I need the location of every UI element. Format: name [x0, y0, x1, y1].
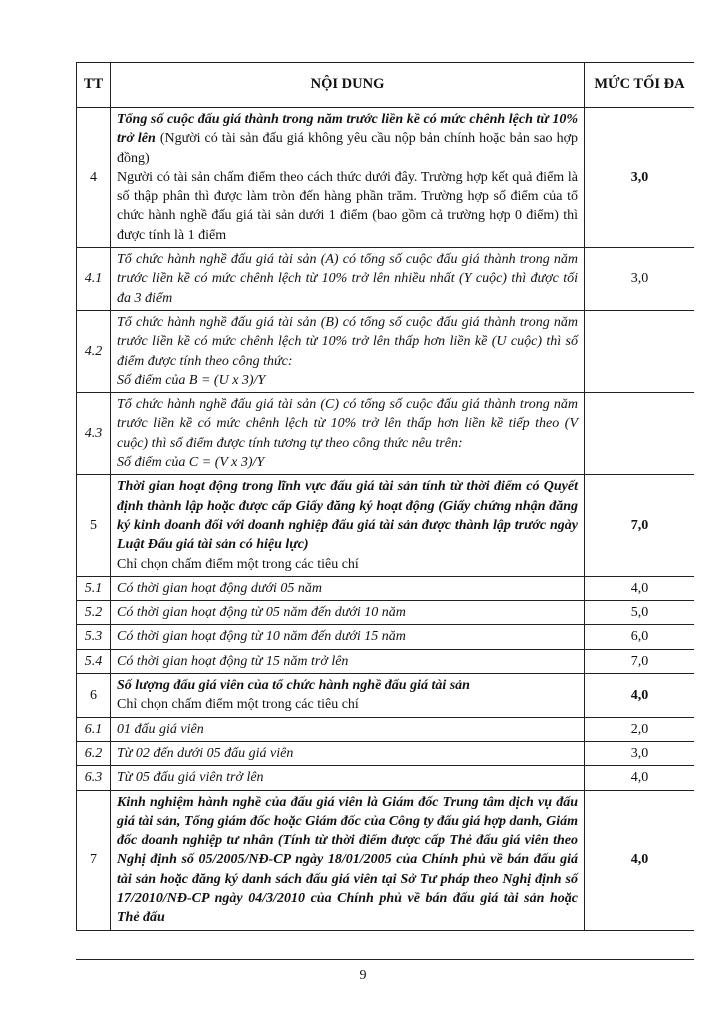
max-score: 4,0 [584, 789, 694, 931]
item-text: Số điểm của C = (V x 3)/Y [117, 455, 265, 471]
criteria-table: TT NỘI DUNG MỨC TỐI ĐA 4 Tổng số cuộc đấu… [76, 62, 694, 931]
item-number: 5.4 [76, 648, 111, 675]
item-number: 6 [76, 673, 111, 718]
table-row: 5.2 Có thời gian hoạt động từ 05 năm đến … [76, 600, 694, 626]
item-content: Thời gian hoạt động trong lĩnh vực đấu g… [110, 474, 585, 577]
item-number: 4 [76, 106, 111, 249]
max-score: 2,0 [584, 716, 694, 742]
item-content: Có thời gian hoạt động dưới 05 năm [110, 575, 585, 602]
item-paragraph: Thời gian hoạt động trong lĩnh vực đấu g… [117, 477, 578, 554]
item-heading: Tổng số cuộc đấu giá thành trong năm trư… [117, 112, 578, 147]
table-row: 5.3 Có thời gian hoạt động từ 10 năm đến … [76, 624, 694, 650]
item-text: Có thời gian hoạt động từ 10 năm đến dướ… [117, 629, 406, 645]
item-content: Có thời gian hoạt động từ 05 năm đến dướ… [110, 600, 585, 626]
header-cell: TT [76, 62, 111, 108]
item-text: Từ 02 đến dưới 05 đấu giá viên [117, 745, 294, 761]
item-number: 5 [76, 474, 111, 577]
item-text: Có thời gian hoạt động dưới 05 năm [117, 580, 322, 596]
item-content: Tổ chức hành nghề đấu giá tài sản (B) có… [110, 309, 585, 394]
max-score: 4,0 [584, 575, 694, 602]
item-number: 6.1 [76, 716, 111, 742]
item-number: 6.2 [76, 740, 111, 767]
item-paragraph: Số lượng đấu giá viên của tổ chức hành n… [117, 676, 578, 695]
item-content: Số lượng đấu giá viên của tổ chức hành n… [110, 673, 585, 718]
item-content: 01 đấu giá viên [110, 716, 585, 742]
header-cell: NỘI DUNG [110, 62, 585, 108]
table-row: 6.2 Từ 02 đến dưới 05 đấu giá viên 3,0 [76, 740, 694, 767]
max-score: 4,0 [584, 765, 694, 791]
max-score: 7,0 [584, 648, 694, 675]
item-heading: Thời gian hoạt động trong lĩnh vực đấu g… [117, 479, 578, 553]
max-score [584, 309, 694, 394]
item-text: Tổ chức hành nghề đấu giá tài sản (C) có… [117, 397, 578, 451]
item-text: Số điểm của B = (U x 3)/Y [117, 372, 266, 388]
item-number: 7 [76, 789, 111, 931]
header-row: TT NỘI DUNG MỨC TỐI ĐA [76, 62, 694, 108]
max-score: 4,0 [584, 673, 694, 718]
item-number: 4.2 [76, 309, 111, 394]
max-score: 5,0 [584, 600, 694, 626]
item-content: Có thời gian hoạt động từ 15 năm trở lên [110, 648, 585, 675]
item-paragraph: Tổng số cuộc đấu giá thành trong năm trư… [117, 110, 578, 168]
max-score: 3,0 [584, 106, 694, 249]
table-row: 4 Tổng số cuộc đấu giá thành trong năm tr… [76, 106, 694, 249]
item-number: 5.3 [76, 624, 111, 650]
item-content: Tổ chức hành nghề đấu giá tài sản (C) có… [110, 392, 585, 476]
item-content: Có thời gian hoạt động từ 10 năm đến dướ… [110, 624, 585, 650]
table-row: 5.1 Có thời gian hoạt động dưới 05 năm 4,0 [76, 575, 694, 602]
item-text: Người có tài sản chấm điểm theo cách thứ… [117, 169, 578, 243]
table-row: 6.3 Từ 05 đấu giá viên trở lên 4,0 [76, 765, 694, 791]
item-number: 4.3 [76, 392, 111, 476]
item-text: Chỉ chọn chấm điểm một trong các tiêu ch… [117, 697, 359, 713]
item-text: Tổ chức hành nghề đấu giá tài sản (B) có… [117, 314, 578, 369]
item-number: 4.1 [76, 247, 111, 311]
item-paragraph: Kinh nghiệm hành nghề của đấu giá viên l… [117, 793, 578, 928]
item-note: (Người có tài sản đấu giá không yêu cầu … [117, 131, 578, 166]
item-text: 01 đấu giá viên [117, 721, 204, 737]
item-content: Tổng số cuộc đấu giá thành trong năm trư… [110, 106, 585, 249]
item-content: Từ 02 đến dưới 05 đấu giá viên [110, 740, 585, 767]
item-text: Từ 05 đấu giá viên trở lên [117, 770, 264, 786]
table-row: 5 Thời gian hoạt động trong lĩnh vực đấu … [76, 474, 694, 577]
item-text: Có thời gian hoạt động từ 15 năm trở lên [117, 653, 349, 669]
item-text: Có thời gian hoạt động từ 05 năm đến dướ… [117, 605, 406, 621]
item-heading: Kinh nghiệm hành nghề của đấu giá viên l… [117, 794, 579, 926]
max-score [584, 392, 694, 476]
table-row: 4.2 Tổ chức hành nghề đấu giá tài sản (B)… [76, 309, 694, 394]
item-content: Kinh nghiệm hành nghề của đấu giá viên l… [110, 789, 585, 931]
item-number: 6.3 [76, 765, 111, 791]
max-score: 7,0 [584, 474, 694, 577]
header-cell: MỨC TỐI ĐA [584, 62, 694, 108]
table-row: 6.1 01 đấu giá viên 2,0 [76, 716, 694, 742]
max-score: 3,0 [584, 740, 694, 767]
item-content: Từ 05 đấu giá viên trở lên [110, 765, 585, 791]
table-frame: TT NỘI DUNG MỨC TỐI ĐA 4 Tổng số cuộc đấu… [76, 62, 694, 960]
page-number: 9 [359, 968, 367, 983]
table-row: 4.3 Tổ chức hành nghề đấu giá tài sản (C)… [76, 392, 694, 476]
item-number: 5.1 [76, 575, 111, 602]
table-row: 4.1 Tổ chức hành nghề đấu giá tài sản (A)… [76, 247, 694, 311]
table-row: 7 Kinh nghiệm hành nghề của đấu giá viên … [76, 789, 694, 931]
table-row: 5.4 Có thời gian hoạt động từ 15 năm trở … [76, 648, 694, 675]
max-score: 3,0 [584, 247, 694, 311]
table-row: 6 Số lượng đấu giá viên của tổ chức hành … [76, 673, 694, 718]
max-score: 6,0 [584, 624, 694, 650]
item-text: Tổ chức hành nghề đấu giá tài sản (A) có… [117, 252, 578, 306]
item-heading: Số lượng đấu giá viên của tổ chức hành n… [117, 678, 470, 694]
item-text: Chỉ chọn chấm điểm một trong các tiêu ch… [117, 556, 359, 572]
item-number: 5.2 [76, 600, 111, 626]
item-content: Tổ chức hành nghề đấu giá tài sản (A) có… [110, 247, 585, 311]
